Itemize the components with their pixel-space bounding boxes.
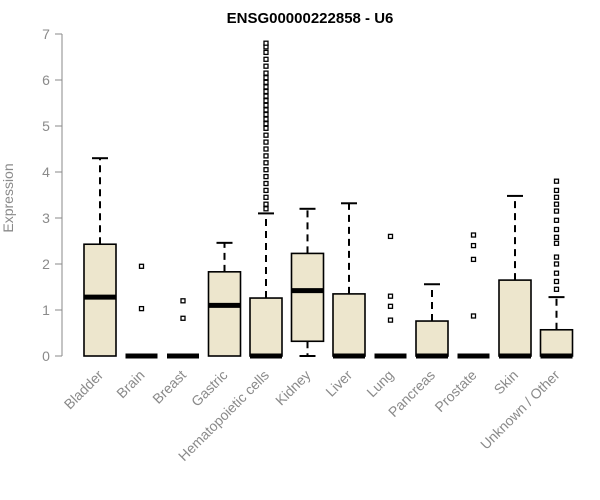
- x-category-label: Lung: [363, 367, 396, 400]
- outlier-point: [138, 305, 145, 312]
- outlier-point: [553, 187, 560, 194]
- outlier-point: [553, 261, 560, 267]
- x-category-label: Skin: [491, 367, 522, 398]
- outlier-point: [553, 208, 560, 214]
- outlier-point: [263, 116, 269, 122]
- outlier-point: [553, 254, 560, 260]
- outlier-point: [553, 286, 560, 292]
- box-group: [167, 298, 199, 359]
- outlier-point: [180, 315, 186, 321]
- y-tick-label: 5: [42, 118, 50, 134]
- outlier-point: [553, 194, 560, 200]
- outlier-point: [263, 49, 269, 56]
- y-tick-label: 6: [42, 72, 50, 88]
- outlier-point: [553, 201, 560, 207]
- outlier-point: [263, 160, 269, 166]
- x-category-label: Liver: [322, 367, 355, 400]
- box-group: [415, 283, 449, 359]
- outlier-point: [263, 153, 269, 159]
- outlier-point: [263, 187, 269, 194]
- outlier-point: [263, 125, 269, 131]
- outlier-point: [138, 263, 145, 269]
- outlier-point: [263, 70, 269, 76]
- outlier-point: [263, 139, 269, 145]
- x-category-label: Unknown / Other: [477, 367, 563, 453]
- outlier-point: [387, 317, 394, 323]
- box-group: [539, 178, 574, 359]
- y-tick-label: 0: [42, 348, 50, 364]
- box-group: [83, 157, 117, 357]
- y-axis-label: Expression: [0, 163, 16, 232]
- box: [539, 328, 574, 357]
- box-group: [249, 40, 283, 359]
- chart-title: ENSG00000222858 - U6: [227, 10, 394, 27]
- outlier-point: [553, 240, 560, 246]
- outlier-point: [470, 232, 477, 238]
- box: [207, 271, 242, 357]
- outlier-point: [263, 107, 269, 113]
- outlier-point: [263, 201, 269, 207]
- outlier-point: [470, 313, 477, 319]
- outlier-point: [263, 167, 269, 173]
- box-group: [457, 232, 490, 359]
- box-group: [125, 263, 158, 359]
- outlier-point: [263, 206, 269, 212]
- outlier-point: [553, 270, 560, 276]
- box-group: [290, 207, 325, 357]
- outlier-point: [263, 173, 269, 180]
- outlier-point: [553, 278, 560, 285]
- y-tick-label: 7: [42, 26, 50, 42]
- x-category-label: Brain: [113, 367, 147, 401]
- x-category-label: Breast: [149, 367, 189, 407]
- box: [83, 243, 117, 357]
- outlier-point: [263, 93, 269, 99]
- outlier-point: [263, 40, 269, 46]
- plot-area: [83, 40, 574, 359]
- box-group: [207, 241, 242, 357]
- x-category-label: Prostate: [431, 367, 479, 415]
- outlier-point: [387, 293, 394, 299]
- box-group: [498, 194, 532, 359]
- outlier-point: [263, 84, 269, 90]
- outlier-point: [263, 88, 269, 95]
- y-tick-label: 1: [42, 302, 50, 318]
- outlier-point: [553, 178, 560, 184]
- box: [332, 293, 366, 357]
- outlier-point: [470, 242, 477, 249]
- box: [498, 279, 532, 357]
- outlier-point: [263, 121, 269, 127]
- outlier-point: [387, 303, 394, 309]
- outlier-point: [263, 63, 269, 69]
- outlier-point: [470, 256, 477, 263]
- outlier-point: [263, 75, 269, 81]
- outlier-point: [263, 98, 269, 104]
- box: [415, 320, 449, 357]
- outlier-point: [263, 146, 269, 152]
- box-group: [332, 202, 366, 359]
- y-tick-label: 3: [42, 210, 50, 226]
- outlier-point: [263, 180, 269, 187]
- outlier-point: [553, 217, 560, 223]
- box: [249, 297, 283, 357]
- outlier-point: [180, 298, 186, 304]
- x-category-label: Kidney: [272, 367, 314, 409]
- outlier-point: [263, 111, 269, 118]
- outlier-point: [387, 233, 394, 240]
- outlier-point: [263, 102, 269, 108]
- outlier-point: [263, 79, 269, 85]
- outlier-point: [263, 194, 269, 200]
- outlier-point: [553, 234, 560, 240]
- y-axis: 0 1 2 3 4 5 6 7: [42, 26, 63, 364]
- y-tick-label: 2: [42, 256, 50, 272]
- y-tick-label: 4: [42, 164, 50, 180]
- box: [290, 252, 325, 343]
- outlier-point: [263, 56, 269, 62]
- outlier-point: [263, 132, 269, 138]
- box-group: [374, 233, 407, 359]
- outlier-point: [553, 226, 560, 233]
- x-category-label: Bladder: [61, 367, 107, 413]
